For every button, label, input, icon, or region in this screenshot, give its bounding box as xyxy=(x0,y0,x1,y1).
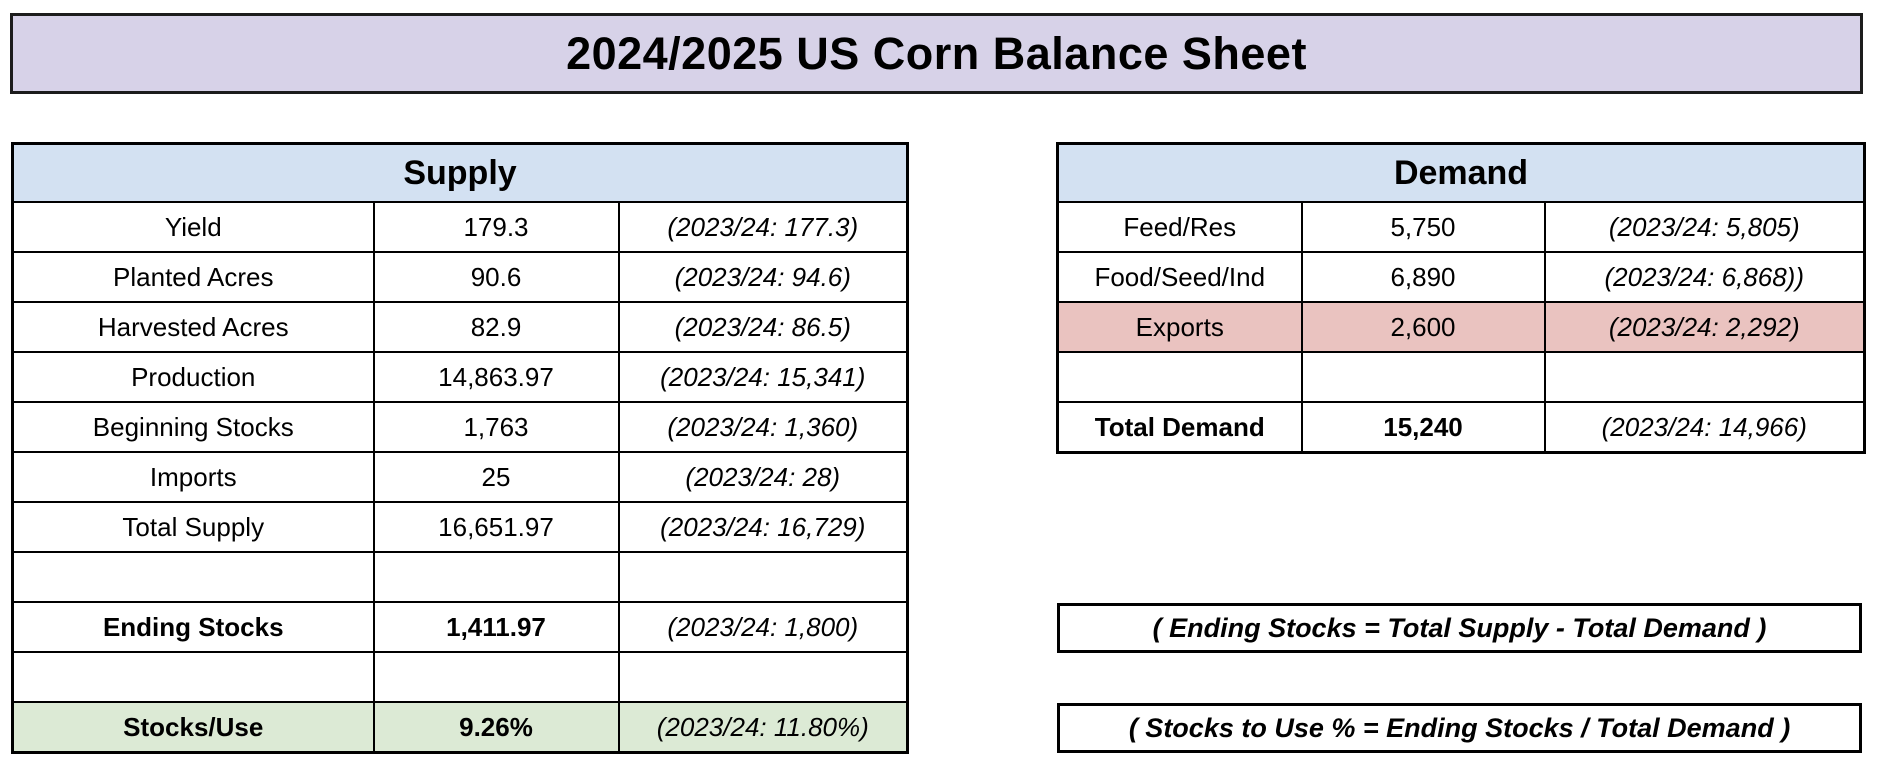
row-value: 15,240 xyxy=(1300,401,1546,454)
table-row: Imports 25 (2023/24: 28) xyxy=(11,451,909,503)
empty-cell xyxy=(372,551,620,603)
row-label: Yield xyxy=(11,201,375,253)
row-prior: (2023/24: 86.5) xyxy=(617,301,909,353)
row-prior: (2023/24: 28) xyxy=(617,451,909,503)
row-prior: (2023/24: 1,360) xyxy=(617,401,909,453)
stocks-to-use-formula-note: ( Stocks to Use % = Ending Stocks / Tota… xyxy=(1057,703,1862,753)
table-row: Production 14,863.97 (2023/24: 15,341) xyxy=(11,351,909,403)
row-prior: (2023/24: 11.80%) xyxy=(617,701,909,754)
row-prior: (2023/24: 177.3) xyxy=(617,201,909,253)
row-label: Total Supply xyxy=(11,501,375,553)
row-label: Harvested Acres xyxy=(11,301,375,353)
spacer-row xyxy=(11,651,909,703)
row-value: 9.26% xyxy=(372,701,620,754)
page-title: 2024/2025 US Corn Balance Sheet xyxy=(10,13,1863,94)
row-prior: (2023/24: 16,729) xyxy=(617,501,909,553)
empty-cell xyxy=(617,551,909,603)
row-label: Beginning Stocks xyxy=(11,401,375,453)
supply-table: Supply Yield 179.3 (2023/24: 177.3) Plan… xyxy=(11,142,910,754)
empty-cell xyxy=(617,651,909,703)
demand-table: Demand Feed/Res 5,750 (2023/24: 5,805) F… xyxy=(1056,142,1867,454)
supply-header: Supply xyxy=(11,142,909,203)
row-value: 179.3 xyxy=(372,201,620,253)
table-row: Food/Seed/Ind 6,890 (2023/24: 6,868)) xyxy=(1056,251,1866,303)
row-value: 1,763 xyxy=(372,401,620,453)
row-label: Planted Acres xyxy=(11,251,375,303)
row-label: Production xyxy=(11,351,375,403)
row-value: 90.6 xyxy=(372,251,620,303)
table-row: Beginning Stocks 1,763 (2023/24: 1,360) xyxy=(11,401,909,453)
row-label: Imports xyxy=(11,451,375,503)
table-row: Yield 179.3 (2023/24: 177.3) xyxy=(11,201,909,253)
row-prior: (2023/24: 2,292) xyxy=(1543,301,1866,353)
demand-header: Demand xyxy=(1056,142,1866,203)
row-label: Ending Stocks xyxy=(11,601,375,653)
empty-cell xyxy=(1300,351,1546,403)
spacer-row xyxy=(11,551,909,603)
table-row: Total Supply 16,651.97 (2023/24: 16,729) xyxy=(11,501,909,553)
ending-stocks-row: Ending Stocks 1,411.97 (2023/24: 1,800) xyxy=(11,601,909,653)
row-prior: (2023/24: 15,341) xyxy=(617,351,909,403)
spacer-row xyxy=(1056,351,1866,403)
table-row: Feed/Res 5,750 (2023/24: 5,805) xyxy=(1056,201,1866,253)
row-prior: (2023/24: 5,805) xyxy=(1543,201,1866,253)
table-header-row: Supply xyxy=(11,142,909,203)
empty-cell xyxy=(11,651,375,703)
row-prior: (2023/24: 14,966) xyxy=(1543,401,1866,454)
row-value: 25 xyxy=(372,451,620,503)
row-value: 16,651.97 xyxy=(372,501,620,553)
empty-cell xyxy=(11,551,375,603)
empty-cell xyxy=(1056,351,1303,403)
row-value: 14,863.97 xyxy=(372,351,620,403)
row-label: Total Demand xyxy=(1056,401,1303,454)
table-row: Harvested Acres 82.9 (2023/24: 86.5) xyxy=(11,301,909,353)
stocks-use-row: Stocks/Use 9.26% (2023/24: 11.80%) xyxy=(11,701,909,754)
row-value: 82.9 xyxy=(372,301,620,353)
row-prior: (2023/24: 1,800) xyxy=(617,601,909,653)
empty-cell xyxy=(1543,351,1866,403)
row-value: 2,600 xyxy=(1300,301,1546,353)
row-label: Food/Seed/Ind xyxy=(1056,251,1303,303)
row-prior: (2023/24: 94.6) xyxy=(617,251,909,303)
empty-cell xyxy=(372,651,620,703)
exports-row: Exports 2,600 (2023/24: 2,292) xyxy=(1056,301,1866,353)
table-header-row: Demand xyxy=(1056,142,1866,203)
row-value: 1,411.97 xyxy=(372,601,620,653)
row-value: 6,890 xyxy=(1300,251,1546,303)
row-value: 5,750 xyxy=(1300,201,1546,253)
row-label: Stocks/Use xyxy=(11,701,375,754)
row-label: Feed/Res xyxy=(1056,201,1303,253)
ending-stocks-formula-note: ( Ending Stocks = Total Supply - Total D… xyxy=(1057,603,1862,653)
total-demand-row: Total Demand 15,240 (2023/24: 14,966) xyxy=(1056,401,1866,454)
row-prior: (2023/24: 6,868)) xyxy=(1543,251,1866,303)
table-row: Planted Acres 90.6 (2023/24: 94.6) xyxy=(11,251,909,303)
row-label: Exports xyxy=(1056,301,1303,353)
